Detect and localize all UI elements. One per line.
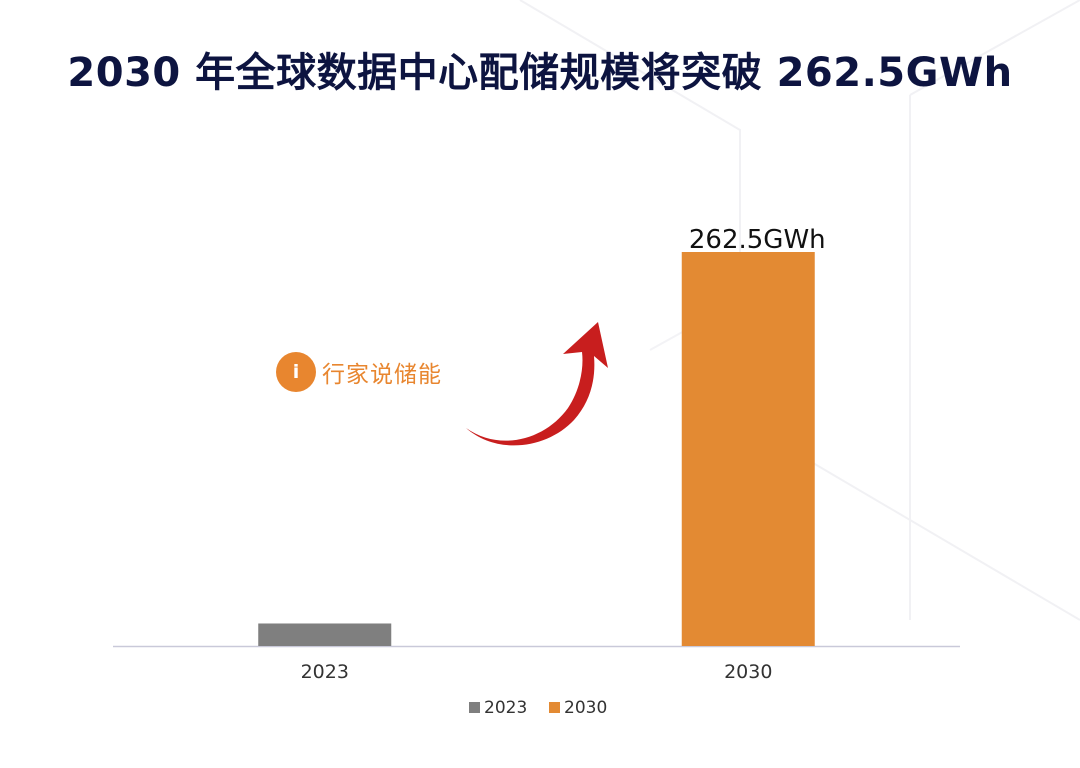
brand-logo: i 行家说储能 [276, 352, 442, 392]
brand-logo-icon: i [276, 352, 316, 392]
legend-swatch-2023 [469, 702, 480, 713]
page-title: 2030 年全球数据中心配储规模将突破 262.5GWh [67, 50, 1013, 96]
legend-label: 2023 [484, 698, 527, 718]
brand-name: 行家说储能 [322, 362, 442, 388]
growth-arrow [466, 322, 608, 446]
x-tick-label: 2030 [724, 661, 772, 683]
data-label: 262.5GWh [689, 225, 826, 255]
bar-2023 [258, 623, 392, 646]
legend-label: 2030 [564, 698, 607, 718]
x-tick-label: 2023 [301, 661, 349, 683]
bar-2030 [681, 252, 815, 646]
legend-swatch-2030 [549, 702, 560, 713]
